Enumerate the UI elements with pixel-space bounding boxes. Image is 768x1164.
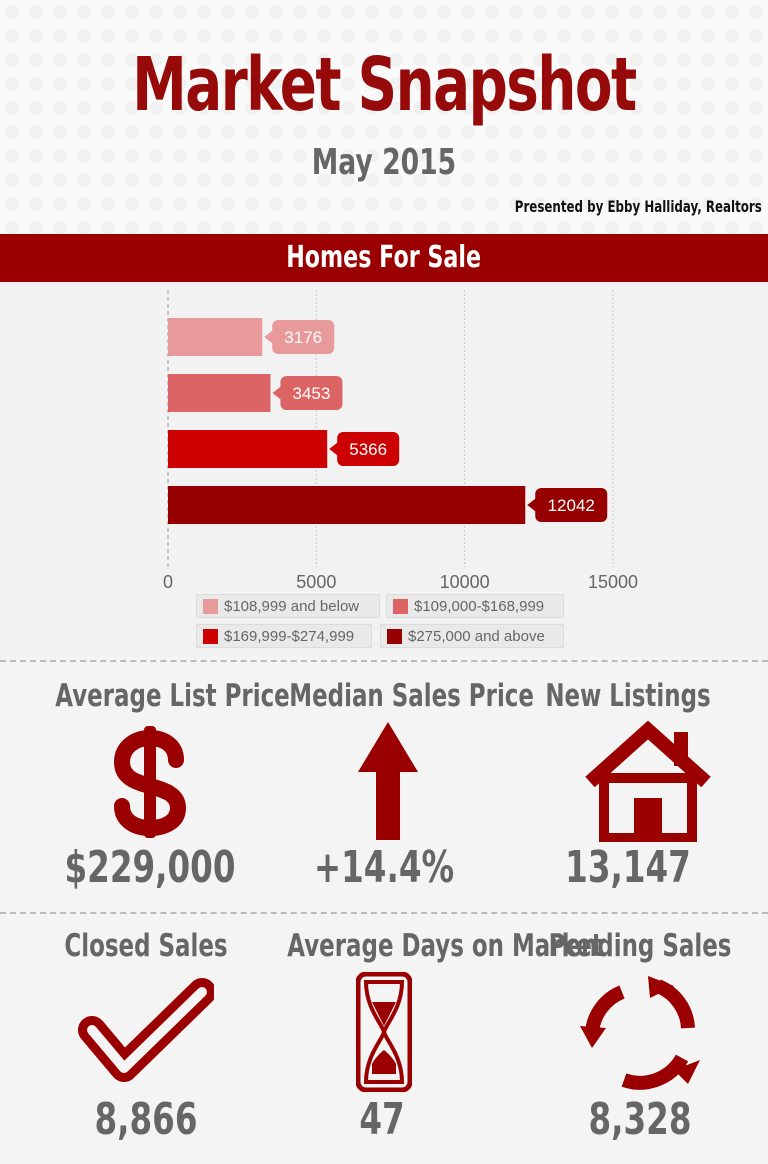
stat-average-list-price: Average List Price $229,000 <box>22 672 290 912</box>
legend-label: $169,999-$274,999 <box>224 627 355 645</box>
stat-label: New Listings <box>545 678 711 714</box>
stat-value: 8,866 <box>94 1094 198 1145</box>
stat-value: 47 <box>359 1094 405 1145</box>
section-title-bar: Homes For Sale <box>0 234 768 282</box>
label-pointer <box>272 386 282 400</box>
stat-average-days-on-market: Average Days on Market 47 <box>254 922 603 1164</box>
legend-item: $169,999-$274,999 <box>196 624 372 648</box>
bar <box>168 430 328 468</box>
chart-area: 0 5000 10000 15000 3176 3453 5366 12042 <box>0 282 768 657</box>
value-label: 5366 <box>349 440 387 459</box>
label-pointer <box>264 330 274 344</box>
page-subtitle: May 2015 <box>311 142 457 183</box>
value-label-bg <box>272 320 335 354</box>
value-label-bg <box>337 432 400 466</box>
checkmark-icon <box>78 978 214 1082</box>
stat-value: $229,000 <box>64 842 236 893</box>
stat-label: Average Days on Market <box>287 928 603 964</box>
stat-pending-sales: Pending Sales 8,328 <box>512 922 768 1164</box>
legend-swatch <box>203 628 218 644</box>
homes-for-sale-chart: 0 5000 10000 15000 3176 3453 5366 12042 <box>163 290 638 592</box>
value-label: 12042 <box>548 496 595 515</box>
x-tick-label: 0 <box>163 572 173 592</box>
divider <box>0 660 768 662</box>
legend-item: $109,000-$168,999 <box>386 594 564 618</box>
stat-label: Average List Price <box>55 678 290 714</box>
house-icon <box>585 720 711 842</box>
stat-label: Median Sales Price <box>289 678 534 714</box>
section-title: Homes For Sale <box>286 240 482 275</box>
bar <box>168 486 526 524</box>
label-pointer <box>527 498 537 512</box>
value-label-bg <box>280 376 343 410</box>
header: Market Snapshot May 2015 Presented by Eb… <box>0 0 768 234</box>
value-label: 3453 <box>293 384 331 403</box>
stat-label: Pending Sales <box>548 928 732 964</box>
dollar-icon <box>113 726 187 838</box>
label-pointer <box>329 442 339 456</box>
legend-item: $108,999 and below <box>196 594 380 618</box>
stat-median-sales-price: Median Sales Price +14.4% <box>256 672 534 912</box>
legend-label: $275,000 and above <box>408 627 545 645</box>
divider <box>0 912 768 914</box>
presented-by: Presented by Ebby Halliday, Realtors <box>514 197 762 216</box>
stat-value: 13,147 <box>565 842 691 893</box>
page-title: Market Snapshot <box>132 42 637 128</box>
stat-new-listings: New Listings 13,147 <box>500 672 756 912</box>
stat-value: +14.4% <box>313 842 455 893</box>
value-label: 3176 <box>284 328 322 347</box>
up-arrow-icon <box>358 722 418 840</box>
x-tick-label: 15000 <box>588 572 638 592</box>
legend-swatch <box>387 628 402 644</box>
hourglass-icon <box>356 972 412 1092</box>
x-tick-label: 10000 <box>440 572 490 592</box>
bar <box>168 318 263 356</box>
stat-label: Closed Sales <box>64 928 228 964</box>
legend-swatch <box>203 598 218 614</box>
recycle-arrows-icon <box>580 976 700 1090</box>
stat-closed-sales: Closed Sales 8,866 <box>18 922 274 1164</box>
legend-label: $109,000-$168,999 <box>414 597 545 615</box>
stat-value: 8,328 <box>588 1094 692 1145</box>
x-tick-label: 5000 <box>296 572 336 592</box>
bar <box>168 374 271 412</box>
legend-swatch <box>393 598 408 614</box>
value-label-bg <box>535 488 608 522</box>
legend-label: $108,999 and below <box>224 597 360 615</box>
legend-item: $275,000 and above <box>380 624 564 648</box>
